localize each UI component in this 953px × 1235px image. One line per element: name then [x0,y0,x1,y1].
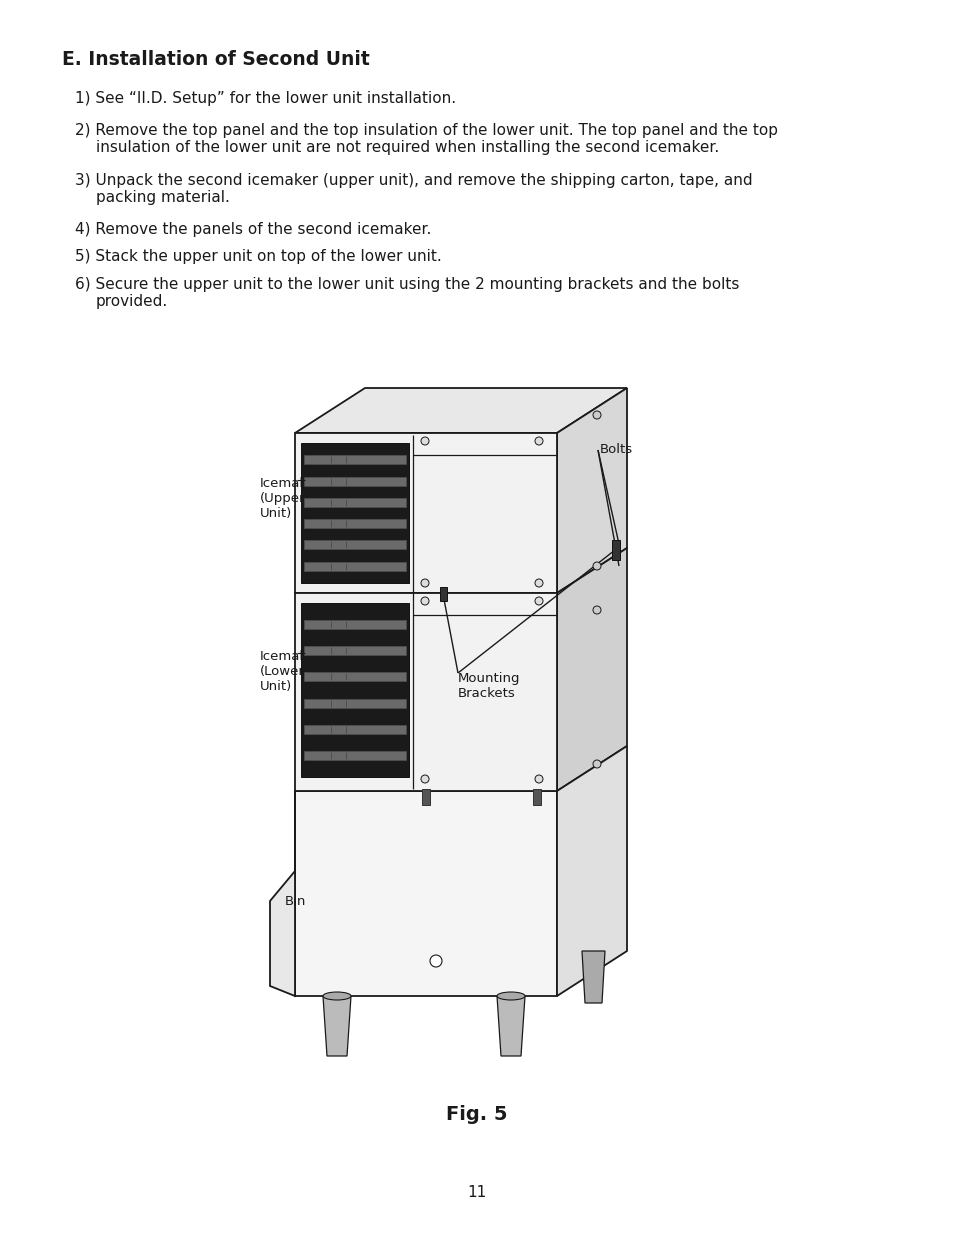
Polygon shape [304,562,406,571]
Text: 6) Secure the upper unit to the lower unit using the 2 mounting brackets and the: 6) Secure the upper unit to the lower un… [75,277,739,291]
Polygon shape [557,388,626,593]
Text: insulation of the lower unit are not required when installing the second icemake: insulation of the lower unit are not req… [96,140,719,156]
Polygon shape [323,995,351,1056]
Circle shape [430,955,441,967]
Polygon shape [301,443,409,583]
Polygon shape [304,456,406,464]
Text: Fig. 5: Fig. 5 [446,1105,507,1124]
Polygon shape [497,995,524,1056]
Polygon shape [270,790,294,995]
Text: 5) Stack the upper unit on top of the lower unit.: 5) Stack the upper unit on top of the lo… [75,249,441,264]
Polygon shape [304,519,406,529]
Polygon shape [304,498,406,506]
Polygon shape [421,789,430,805]
Circle shape [535,437,542,445]
Circle shape [593,760,600,768]
Polygon shape [304,646,406,656]
Text: 11: 11 [467,1186,486,1200]
Text: provided.: provided. [96,294,168,309]
Text: E. Installation of Second Unit: E. Installation of Second Unit [62,49,370,69]
Text: Bin: Bin [285,895,306,908]
Polygon shape [304,541,406,550]
Polygon shape [304,751,406,760]
Polygon shape [581,951,604,1003]
Polygon shape [294,433,557,593]
Circle shape [420,597,429,605]
Ellipse shape [323,992,351,1000]
Circle shape [593,562,600,571]
Text: 2) Remove the top panel and the top insulation of the lower unit. The top panel : 2) Remove the top panel and the top insu… [75,124,778,138]
Text: 1) See “II.D. Setup” for the lower unit installation.: 1) See “II.D. Setup” for the lower unit … [75,91,456,106]
Polygon shape [557,548,626,790]
Text: Mounting
Brackets: Mounting Brackets [457,672,520,700]
Polygon shape [304,725,406,734]
Circle shape [535,597,542,605]
Polygon shape [294,593,557,790]
Polygon shape [301,603,409,777]
Text: 3) Unpack the second icemaker (upper unit), and remove the shipping carton, tape: 3) Unpack the second icemaker (upper uni… [75,173,752,188]
Text: packing material.: packing material. [96,190,230,205]
Circle shape [535,579,542,587]
Text: Icemaker
(Upper
Unit): Icemaker (Upper Unit) [260,477,321,520]
Polygon shape [557,746,626,995]
Text: Bolts: Bolts [599,443,633,456]
Text: 4) Remove the panels of the second icemaker.: 4) Remove the panels of the second icema… [75,222,431,237]
Circle shape [593,411,600,419]
Polygon shape [439,587,447,601]
Ellipse shape [497,992,524,1000]
Polygon shape [304,672,406,682]
Polygon shape [304,699,406,708]
Polygon shape [533,789,540,805]
Polygon shape [304,620,406,629]
Polygon shape [612,540,619,559]
Text: Icemaker
(Lower
Unit): Icemaker (Lower Unit) [260,650,321,693]
Polygon shape [294,388,626,433]
Circle shape [420,776,429,783]
Polygon shape [294,790,557,995]
Polygon shape [304,477,406,485]
Circle shape [593,606,600,614]
Circle shape [420,437,429,445]
Circle shape [420,579,429,587]
Circle shape [535,776,542,783]
